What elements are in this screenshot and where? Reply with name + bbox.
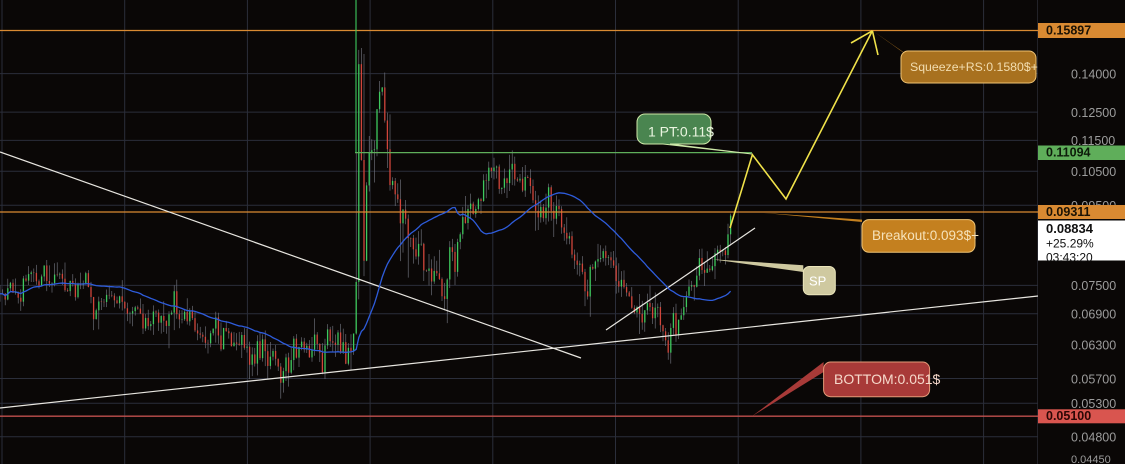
svg-text:0.14000: 0.14000 (1071, 68, 1116, 82)
svg-text:Breakout:0.093$+: Breakout:0.093$+ (872, 228, 979, 243)
svg-text:0.11094: 0.11094 (1046, 146, 1091, 160)
svg-text:0.15897: 0.15897 (1046, 24, 1091, 38)
svg-text:SP: SP (809, 274, 826, 289)
svg-text:BOTTOM:0.051$: BOTTOM:0.051$ (834, 371, 941, 387)
svg-text:0.05100: 0.05100 (1046, 409, 1091, 423)
svg-text:Squeeze+RS:0.1580$+: Squeeze+RS:0.1580$+ (910, 60, 1038, 74)
svg-text:+25.29%: +25.29% (1046, 237, 1094, 251)
svg-text:03:43:20: 03:43:20 (1046, 251, 1093, 265)
svg-text:0.10500: 0.10500 (1071, 165, 1116, 179)
svg-text:0.04450: 0.04450 (1071, 454, 1111, 464)
svg-text:0.04800: 0.04800 (1071, 431, 1116, 445)
svg-text:0.07500: 0.07500 (1071, 279, 1116, 293)
svg-text:0.09311: 0.09311 (1046, 205, 1091, 219)
svg-text:0.08834: 0.08834 (1046, 221, 1094, 236)
svg-text:0.12500: 0.12500 (1071, 106, 1116, 120)
svg-text:0.06300: 0.06300 (1071, 338, 1116, 352)
svg-text:0.06900: 0.06900 (1071, 308, 1116, 322)
svg-text:1 PT:0.11$: 1 PT:0.11$ (648, 124, 714, 140)
svg-text:0.05700: 0.05700 (1071, 372, 1116, 386)
